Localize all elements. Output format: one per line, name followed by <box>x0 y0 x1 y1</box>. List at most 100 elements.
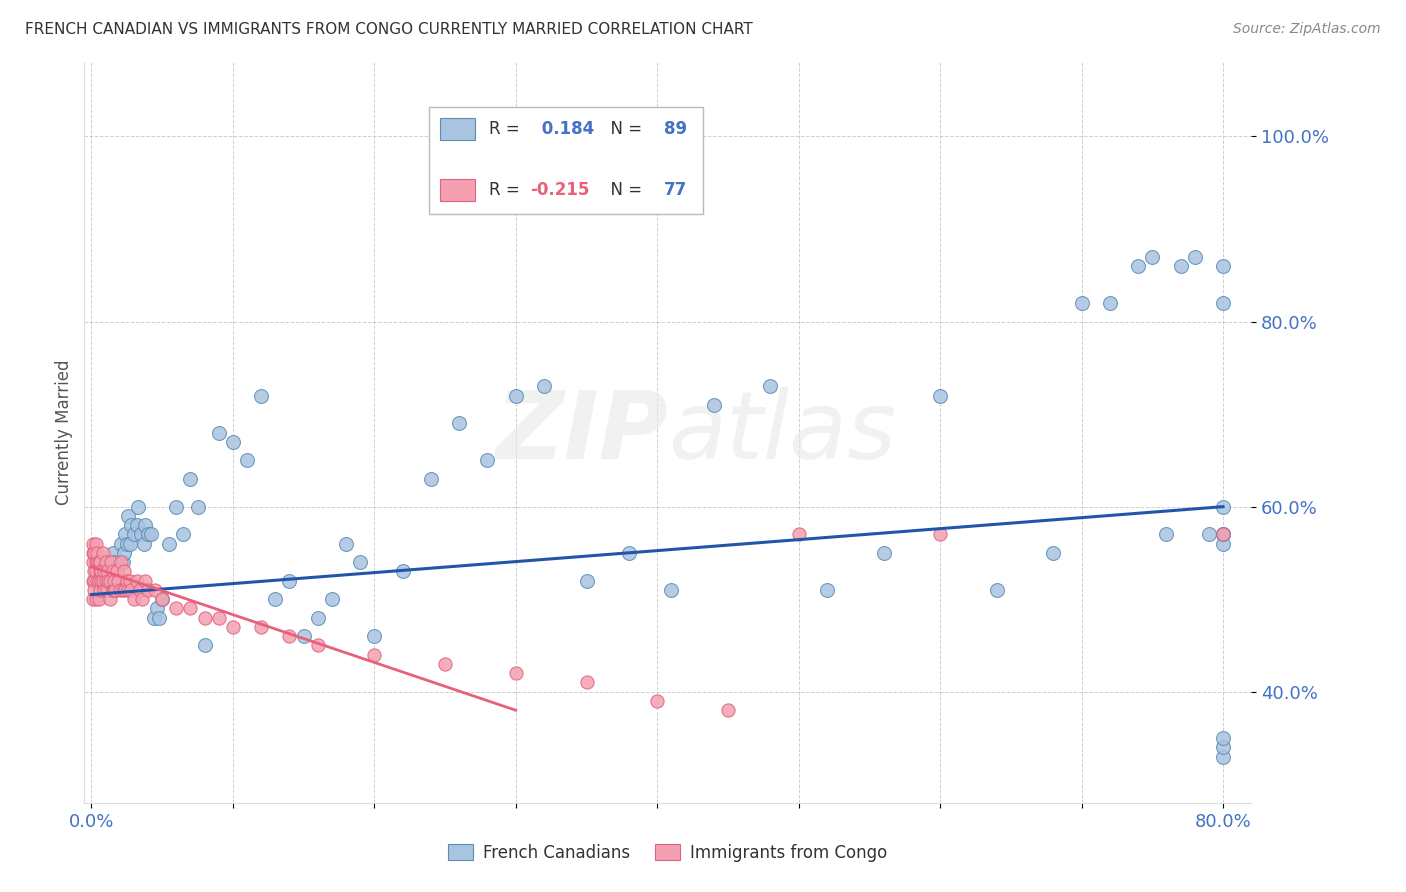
Point <box>107 574 129 588</box>
Point <box>575 574 598 588</box>
Point <box>83 574 105 588</box>
Point <box>617 546 640 560</box>
Point <box>929 527 952 541</box>
Point <box>86 546 108 560</box>
Point <box>96 582 118 597</box>
Point <box>1098 296 1121 310</box>
Point <box>90 565 112 579</box>
Point <box>93 565 115 579</box>
Point <box>105 565 128 579</box>
Point <box>83 582 105 597</box>
Point <box>1156 527 1178 541</box>
Point <box>759 379 782 393</box>
Point <box>349 555 371 569</box>
Point <box>101 565 124 579</box>
Point <box>122 592 145 607</box>
Point <box>90 574 112 588</box>
Point <box>94 574 117 588</box>
Point <box>127 500 149 514</box>
Point <box>107 574 129 588</box>
Point <box>717 703 740 717</box>
Point <box>125 574 148 588</box>
Point <box>321 592 343 607</box>
Point <box>84 555 107 569</box>
Point <box>110 536 132 550</box>
Point <box>1170 259 1192 273</box>
Point <box>82 546 104 560</box>
Point <box>91 546 114 560</box>
Point <box>165 601 187 615</box>
Point <box>84 592 107 607</box>
Point <box>111 582 134 597</box>
Point <box>87 574 110 588</box>
Point <box>114 527 136 541</box>
Point <box>264 592 287 607</box>
Point <box>115 574 138 588</box>
Point <box>82 574 104 588</box>
Point <box>391 565 413 579</box>
Point <box>103 555 125 569</box>
Point <box>222 620 245 634</box>
Point <box>104 582 127 597</box>
Point <box>165 500 187 514</box>
Point <box>292 629 315 643</box>
Y-axis label: Currently Married: Currently Married <box>55 359 73 506</box>
Point <box>929 389 952 403</box>
Point <box>179 472 201 486</box>
Point <box>1042 546 1064 560</box>
FancyBboxPatch shape <box>440 178 475 201</box>
Point <box>89 565 111 579</box>
Text: ZIP: ZIP <box>495 386 668 479</box>
Point <box>136 527 159 541</box>
Point <box>84 565 107 579</box>
Point <box>575 675 598 690</box>
Text: R =: R = <box>489 181 526 199</box>
Point <box>108 582 131 597</box>
Point <box>87 592 110 607</box>
Point <box>111 555 134 569</box>
Point <box>115 536 138 550</box>
Point <box>97 574 120 588</box>
Point <box>129 527 152 541</box>
Text: R =: R = <box>489 120 526 138</box>
Point <box>98 582 121 597</box>
Point <box>1212 527 1234 541</box>
Point <box>103 574 125 588</box>
Point <box>787 527 810 541</box>
Point <box>120 582 142 597</box>
Point <box>105 565 128 579</box>
Point <box>114 582 136 597</box>
Point <box>363 648 385 662</box>
Point <box>89 582 111 597</box>
Point <box>250 620 273 634</box>
Point <box>100 555 122 569</box>
Point <box>150 592 173 607</box>
Point <box>120 518 142 533</box>
Point <box>307 611 329 625</box>
Point <box>128 582 150 597</box>
Point <box>505 666 527 681</box>
Text: N =: N = <box>600 120 648 138</box>
Point <box>82 592 104 607</box>
Point <box>134 574 156 588</box>
Point <box>1184 250 1206 264</box>
Text: FRENCH CANADIAN VS IMMIGRANTS FROM CONGO CURRENTLY MARRIED CORRELATION CHART: FRENCH CANADIAN VS IMMIGRANTS FROM CONGO… <box>25 22 754 37</box>
Point <box>194 639 217 653</box>
Point <box>86 574 108 588</box>
Point <box>307 639 329 653</box>
Point <box>131 592 153 607</box>
Point <box>208 425 231 440</box>
Text: -0.215: -0.215 <box>530 181 589 199</box>
Point <box>84 536 107 550</box>
Point <box>1198 527 1220 541</box>
Point <box>89 555 111 569</box>
Point <box>122 527 145 541</box>
Point <box>93 582 115 597</box>
Point <box>98 574 121 588</box>
Point <box>1212 749 1234 764</box>
Point <box>449 417 471 431</box>
Point <box>150 592 173 607</box>
Point <box>103 574 125 588</box>
Point <box>98 592 121 607</box>
Point <box>815 582 838 597</box>
